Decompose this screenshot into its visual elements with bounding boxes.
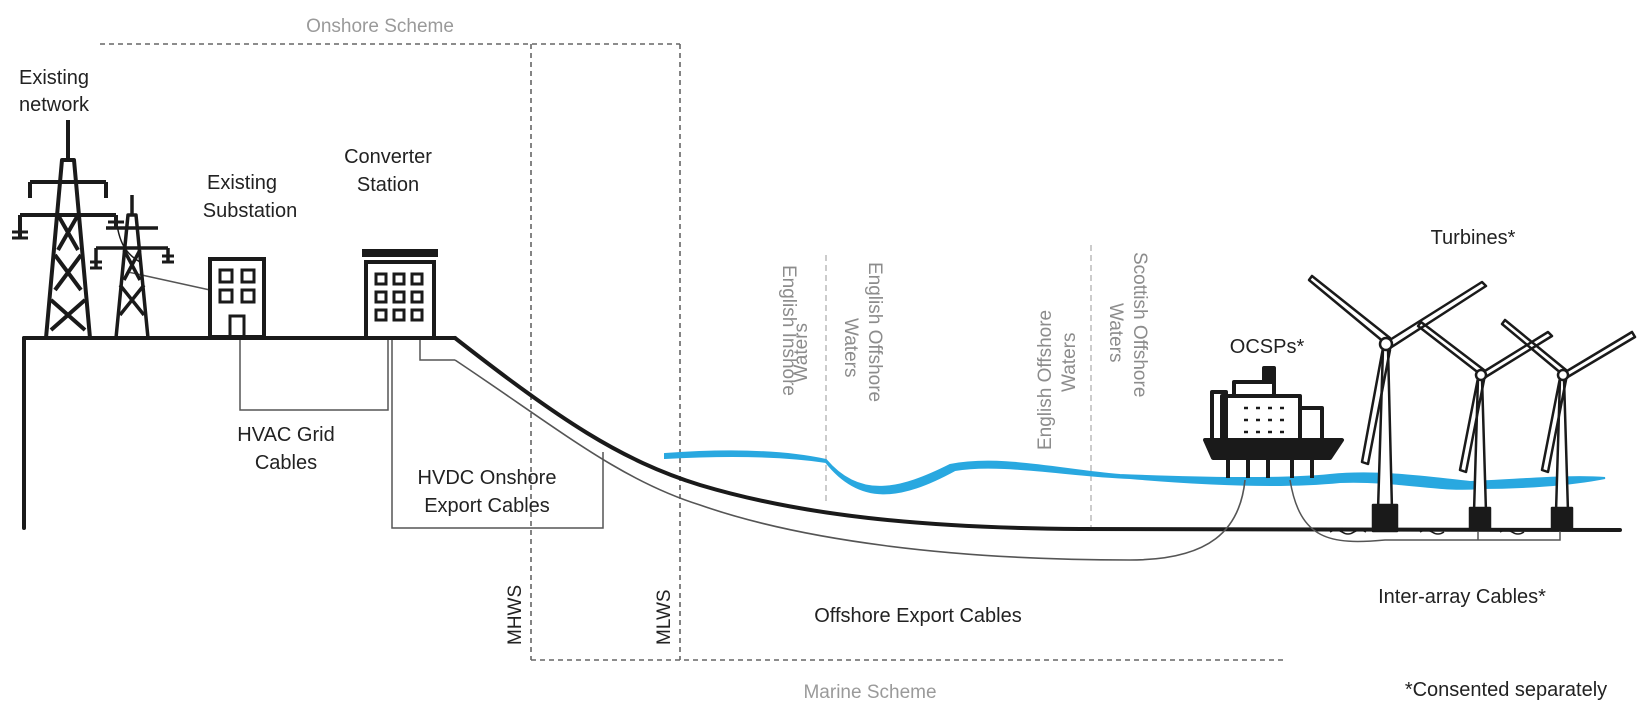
hvdc-onshore-export-cables-route bbox=[391, 340, 604, 529]
onshore-scheme-label: Onshore Scheme bbox=[306, 16, 454, 37]
english-offshore-waters-label: Waters bbox=[1059, 333, 1080, 392]
mlws-label: MLWS bbox=[654, 589, 675, 645]
wind-turbine-icon bbox=[1416, 320, 1554, 532]
marine-scheme-label: Marine Scheme bbox=[803, 682, 936, 703]
english-offshore-waters-label: Waters bbox=[840, 318, 861, 377]
existing-substation-icon bbox=[196, 257, 276, 340]
existing-network-label: Existing bbox=[19, 67, 89, 89]
converter-station-icon bbox=[362, 249, 438, 340]
inter-array-cables-label: Inter-array Cables* bbox=[1378, 586, 1546, 608]
seabed-marks bbox=[1329, 529, 1525, 535]
hvac-grid-cables-label: HVAC Grid bbox=[237, 424, 334, 446]
existing-network-label: network bbox=[19, 94, 90, 116]
consented-separately-note: *Consented separately bbox=[1405, 679, 1607, 701]
turbines-label: Turbines* bbox=[1431, 227, 1516, 249]
hvdc-onshore-export-cables-label: Export Cables bbox=[424, 495, 550, 517]
existing-substation-label: Substation bbox=[203, 200, 298, 222]
mhws-label: MHWS bbox=[505, 585, 526, 645]
sea-surface bbox=[664, 450, 1606, 495]
english-inshore-waters-label: English Inshore bbox=[778, 265, 799, 396]
converter-station-label: Station bbox=[357, 174, 419, 196]
existing-substation-label: Existing bbox=[207, 172, 277, 194]
onshore-scheme-boundary bbox=[100, 43, 681, 660]
marine-scheme-boundary bbox=[530, 44, 1285, 661]
offshore-export-cables-label: Offshore Export Cables bbox=[814, 605, 1022, 627]
pylon-conductor-line bbox=[115, 214, 141, 263]
hvac-grid-cables-route bbox=[127, 271, 389, 411]
ocsp-platform-icon bbox=[1203, 366, 1344, 478]
english-offshore-waters-label: English Offshore bbox=[1035, 310, 1056, 450]
hvac-grid-cables-label: Cables bbox=[255, 452, 317, 474]
scottish-offshore-waters-label: Scottish Offshore bbox=[1129, 252, 1150, 397]
scottish-offshore-waters-label: Waters bbox=[1105, 303, 1126, 362]
pylon-small-icon bbox=[90, 195, 174, 339]
offshore-export-cable bbox=[454, 359, 1246, 561]
english-offshore-waters-label: English Offshore bbox=[864, 262, 885, 402]
wind-turbine-icon bbox=[1500, 318, 1637, 532]
hvdc-onshore-export-cables-label: HVDC Onshore bbox=[418, 467, 557, 489]
english-inshore-waters-label: Waters bbox=[791, 323, 812, 382]
water-zone-dividers bbox=[825, 245, 1092, 527]
ocsps-label: OCSPs* bbox=[1230, 336, 1305, 358]
pylon-large-icon bbox=[12, 120, 124, 339]
wind-turbine-icon bbox=[1307, 274, 1488, 533]
converter-station-label: Converter bbox=[344, 146, 432, 168]
